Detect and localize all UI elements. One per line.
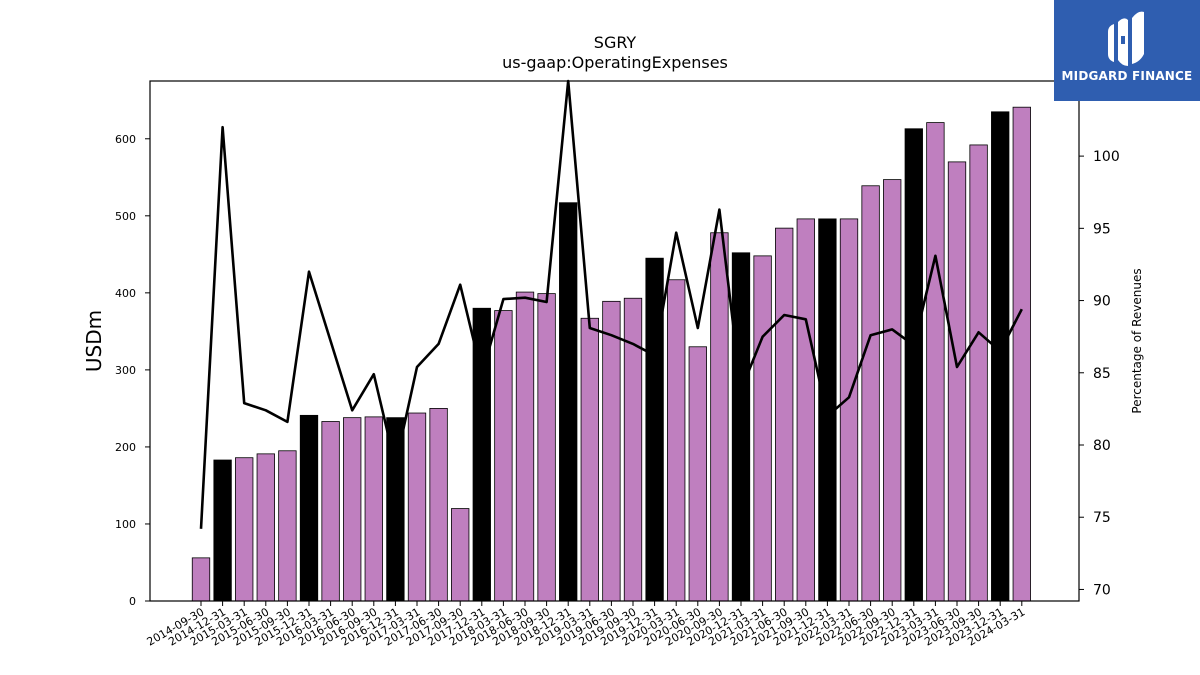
bar-2016-09-30 xyxy=(364,416,383,602)
bar-2018-09-30 xyxy=(537,293,556,602)
y-tick-label: 0 xyxy=(129,595,136,608)
y-axis-label: USDm xyxy=(82,310,106,372)
axes: 01002003004005006007075808590951002014-0… xyxy=(115,80,1120,649)
bar-2023-03-31 xyxy=(926,122,945,602)
logo: MIDGARD FINANCE xyxy=(1054,0,1200,101)
y-right-tick-label: 75 xyxy=(1093,510,1111,526)
percentage-series-line xyxy=(199,79,1023,529)
chart-title: SGRY xyxy=(594,33,637,52)
bar-2023-09-30 xyxy=(969,144,988,602)
y-axis-right-label: Percentage of Revenues xyxy=(1130,268,1144,413)
y-tick-label: 500 xyxy=(115,210,136,223)
bar-2017-06-30 xyxy=(429,408,448,602)
bar-2020-03-31 xyxy=(667,279,686,602)
bar-2018-12-31 xyxy=(559,202,578,602)
bar-2024-03-31 xyxy=(1012,106,1031,602)
bar-2018-06-30 xyxy=(515,291,535,602)
logo-text: MIDGARD FINANCE xyxy=(1061,69,1193,83)
y-right-tick-label: 70 xyxy=(1093,582,1111,598)
y-tick-label: 400 xyxy=(115,287,136,300)
bar-2020-09-30 xyxy=(710,232,729,602)
bar-2022-03-31 xyxy=(839,218,859,602)
y-right-tick-label: 100 xyxy=(1093,149,1120,165)
bar-2015-09-30 xyxy=(278,450,297,602)
bar-2019-03-31 xyxy=(580,317,599,602)
bar-2021-06-30 xyxy=(775,227,794,602)
plot-frame xyxy=(149,80,1080,602)
bar-2016-03-31 xyxy=(321,421,340,602)
bar-2022-09-30 xyxy=(883,179,902,602)
bar-2021-09-30 xyxy=(796,218,815,602)
bar-2015-12-31 xyxy=(299,414,319,602)
percentage-line xyxy=(199,79,1023,529)
y-right-tick-label: 80 xyxy=(1093,438,1111,454)
bar-2015-03-31 xyxy=(235,457,254,602)
bar-2019-06-30 xyxy=(602,300,621,602)
bars xyxy=(191,106,1031,602)
bar-2018-03-31 xyxy=(494,310,513,602)
bar-2023-12-31 xyxy=(991,111,1010,602)
y-right-tick-label: 85 xyxy=(1093,366,1111,382)
bar-2020-12-31 xyxy=(731,252,751,602)
y-tick-label: 600 xyxy=(115,133,136,146)
bar-2022-06-30 xyxy=(861,185,880,602)
bar-2014-09-30 xyxy=(191,557,211,602)
bar-2020-06-30 xyxy=(688,346,707,602)
bar-2017-03-31 xyxy=(407,412,427,602)
bar-2021-03-31 xyxy=(753,255,772,602)
bar-2014-12-31 xyxy=(213,459,232,602)
y-right-tick-label: 95 xyxy=(1093,221,1111,237)
bar-2022-12-31 xyxy=(904,128,923,602)
bar-2016-12-31 xyxy=(386,417,405,602)
bar-2015-06-30 xyxy=(256,453,275,602)
logo-mark-icon xyxy=(1108,11,1144,66)
bar-2017-09-30 xyxy=(451,508,470,602)
y-tick-label: 100 xyxy=(115,518,136,531)
chart-subtitle: us-gaap:OperatingExpenses xyxy=(502,53,728,72)
y-tick-label: 200 xyxy=(115,441,136,454)
bar-2019-12-31 xyxy=(645,257,664,602)
y-tick-label: 300 xyxy=(115,364,136,377)
bar-2023-06-30 xyxy=(947,161,967,602)
y-right-tick-label: 90 xyxy=(1093,294,1111,310)
bar-2016-06-30 xyxy=(343,417,362,602)
